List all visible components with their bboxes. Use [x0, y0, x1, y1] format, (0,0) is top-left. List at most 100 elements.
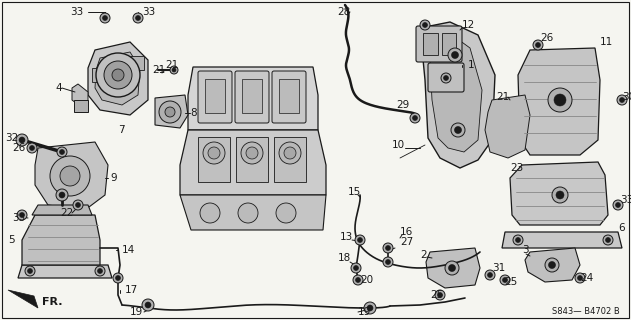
- Circle shape: [516, 237, 521, 243]
- Circle shape: [159, 101, 181, 123]
- Circle shape: [485, 270, 495, 280]
- Bar: [130, 56, 144, 70]
- Text: 22: 22: [60, 208, 73, 218]
- Circle shape: [410, 113, 420, 123]
- Circle shape: [603, 235, 613, 245]
- Polygon shape: [188, 67, 318, 130]
- Circle shape: [488, 273, 493, 277]
- Circle shape: [279, 142, 301, 164]
- Text: 2: 2: [420, 250, 427, 260]
- Text: 14: 14: [122, 245, 135, 255]
- FancyBboxPatch shape: [416, 26, 462, 62]
- Text: 15: 15: [348, 187, 362, 197]
- Circle shape: [17, 210, 27, 220]
- Text: 11: 11: [600, 37, 613, 47]
- Circle shape: [413, 116, 418, 121]
- Text: 1: 1: [468, 60, 475, 70]
- Circle shape: [95, 266, 105, 276]
- Circle shape: [142, 299, 154, 311]
- Text: 27: 27: [400, 237, 413, 247]
- FancyBboxPatch shape: [428, 63, 464, 92]
- Text: 33: 33: [142, 7, 155, 17]
- Circle shape: [441, 73, 451, 83]
- Circle shape: [448, 48, 462, 62]
- Circle shape: [449, 265, 456, 271]
- Circle shape: [358, 237, 362, 243]
- Circle shape: [30, 146, 35, 150]
- Text: 21: 21: [152, 65, 165, 75]
- Polygon shape: [88, 42, 148, 115]
- Circle shape: [56, 189, 68, 201]
- Polygon shape: [32, 205, 92, 215]
- Text: 19: 19: [130, 307, 143, 317]
- Circle shape: [386, 260, 391, 265]
- Circle shape: [145, 302, 151, 308]
- Polygon shape: [155, 95, 188, 128]
- Circle shape: [27, 143, 37, 153]
- Text: 10: 10: [392, 140, 405, 150]
- Text: 21: 21: [496, 92, 509, 102]
- Circle shape: [102, 15, 107, 20]
- Circle shape: [536, 43, 541, 47]
- Circle shape: [76, 203, 81, 207]
- Text: 7: 7: [118, 125, 125, 135]
- Circle shape: [545, 258, 559, 272]
- Circle shape: [20, 212, 25, 218]
- Circle shape: [383, 257, 393, 267]
- Circle shape: [203, 142, 225, 164]
- Bar: [198, 137, 230, 182]
- Circle shape: [355, 277, 360, 283]
- Circle shape: [364, 302, 376, 314]
- Circle shape: [100, 13, 110, 23]
- Circle shape: [19, 137, 25, 143]
- Circle shape: [73, 200, 83, 210]
- Circle shape: [351, 263, 361, 273]
- Polygon shape: [18, 265, 112, 278]
- Polygon shape: [426, 248, 480, 288]
- Circle shape: [577, 276, 582, 281]
- Circle shape: [284, 147, 296, 159]
- Bar: [442, 33, 456, 55]
- Circle shape: [556, 191, 564, 199]
- Circle shape: [25, 266, 35, 276]
- Circle shape: [615, 203, 620, 207]
- Polygon shape: [510, 162, 608, 225]
- Text: 33: 33: [12, 213, 25, 223]
- Circle shape: [444, 76, 449, 81]
- Text: 32: 32: [5, 133, 18, 143]
- Circle shape: [554, 94, 566, 106]
- Circle shape: [445, 261, 459, 275]
- Circle shape: [386, 245, 391, 251]
- Circle shape: [276, 203, 296, 223]
- Text: 5: 5: [8, 235, 15, 245]
- Circle shape: [238, 203, 258, 223]
- Circle shape: [246, 147, 258, 159]
- Text: 33: 33: [620, 195, 631, 205]
- Circle shape: [112, 69, 124, 81]
- Circle shape: [548, 88, 572, 112]
- Polygon shape: [180, 195, 326, 230]
- Polygon shape: [35, 142, 108, 210]
- Circle shape: [513, 235, 523, 245]
- Polygon shape: [525, 248, 580, 282]
- Circle shape: [208, 147, 220, 159]
- Polygon shape: [8, 290, 38, 308]
- Circle shape: [437, 292, 442, 298]
- Text: 9: 9: [110, 173, 117, 183]
- Bar: [236, 137, 268, 182]
- Circle shape: [383, 243, 393, 253]
- Polygon shape: [518, 48, 600, 155]
- Polygon shape: [180, 130, 326, 195]
- Circle shape: [435, 290, 445, 300]
- Text: 12: 12: [462, 20, 475, 30]
- Text: 25: 25: [504, 277, 517, 287]
- Text: 24: 24: [580, 273, 593, 283]
- Circle shape: [423, 22, 427, 28]
- Circle shape: [165, 107, 175, 117]
- Circle shape: [133, 13, 143, 23]
- Circle shape: [454, 126, 461, 133]
- Circle shape: [575, 273, 585, 283]
- Circle shape: [606, 237, 611, 243]
- Circle shape: [98, 268, 102, 274]
- Bar: [74, 100, 88, 112]
